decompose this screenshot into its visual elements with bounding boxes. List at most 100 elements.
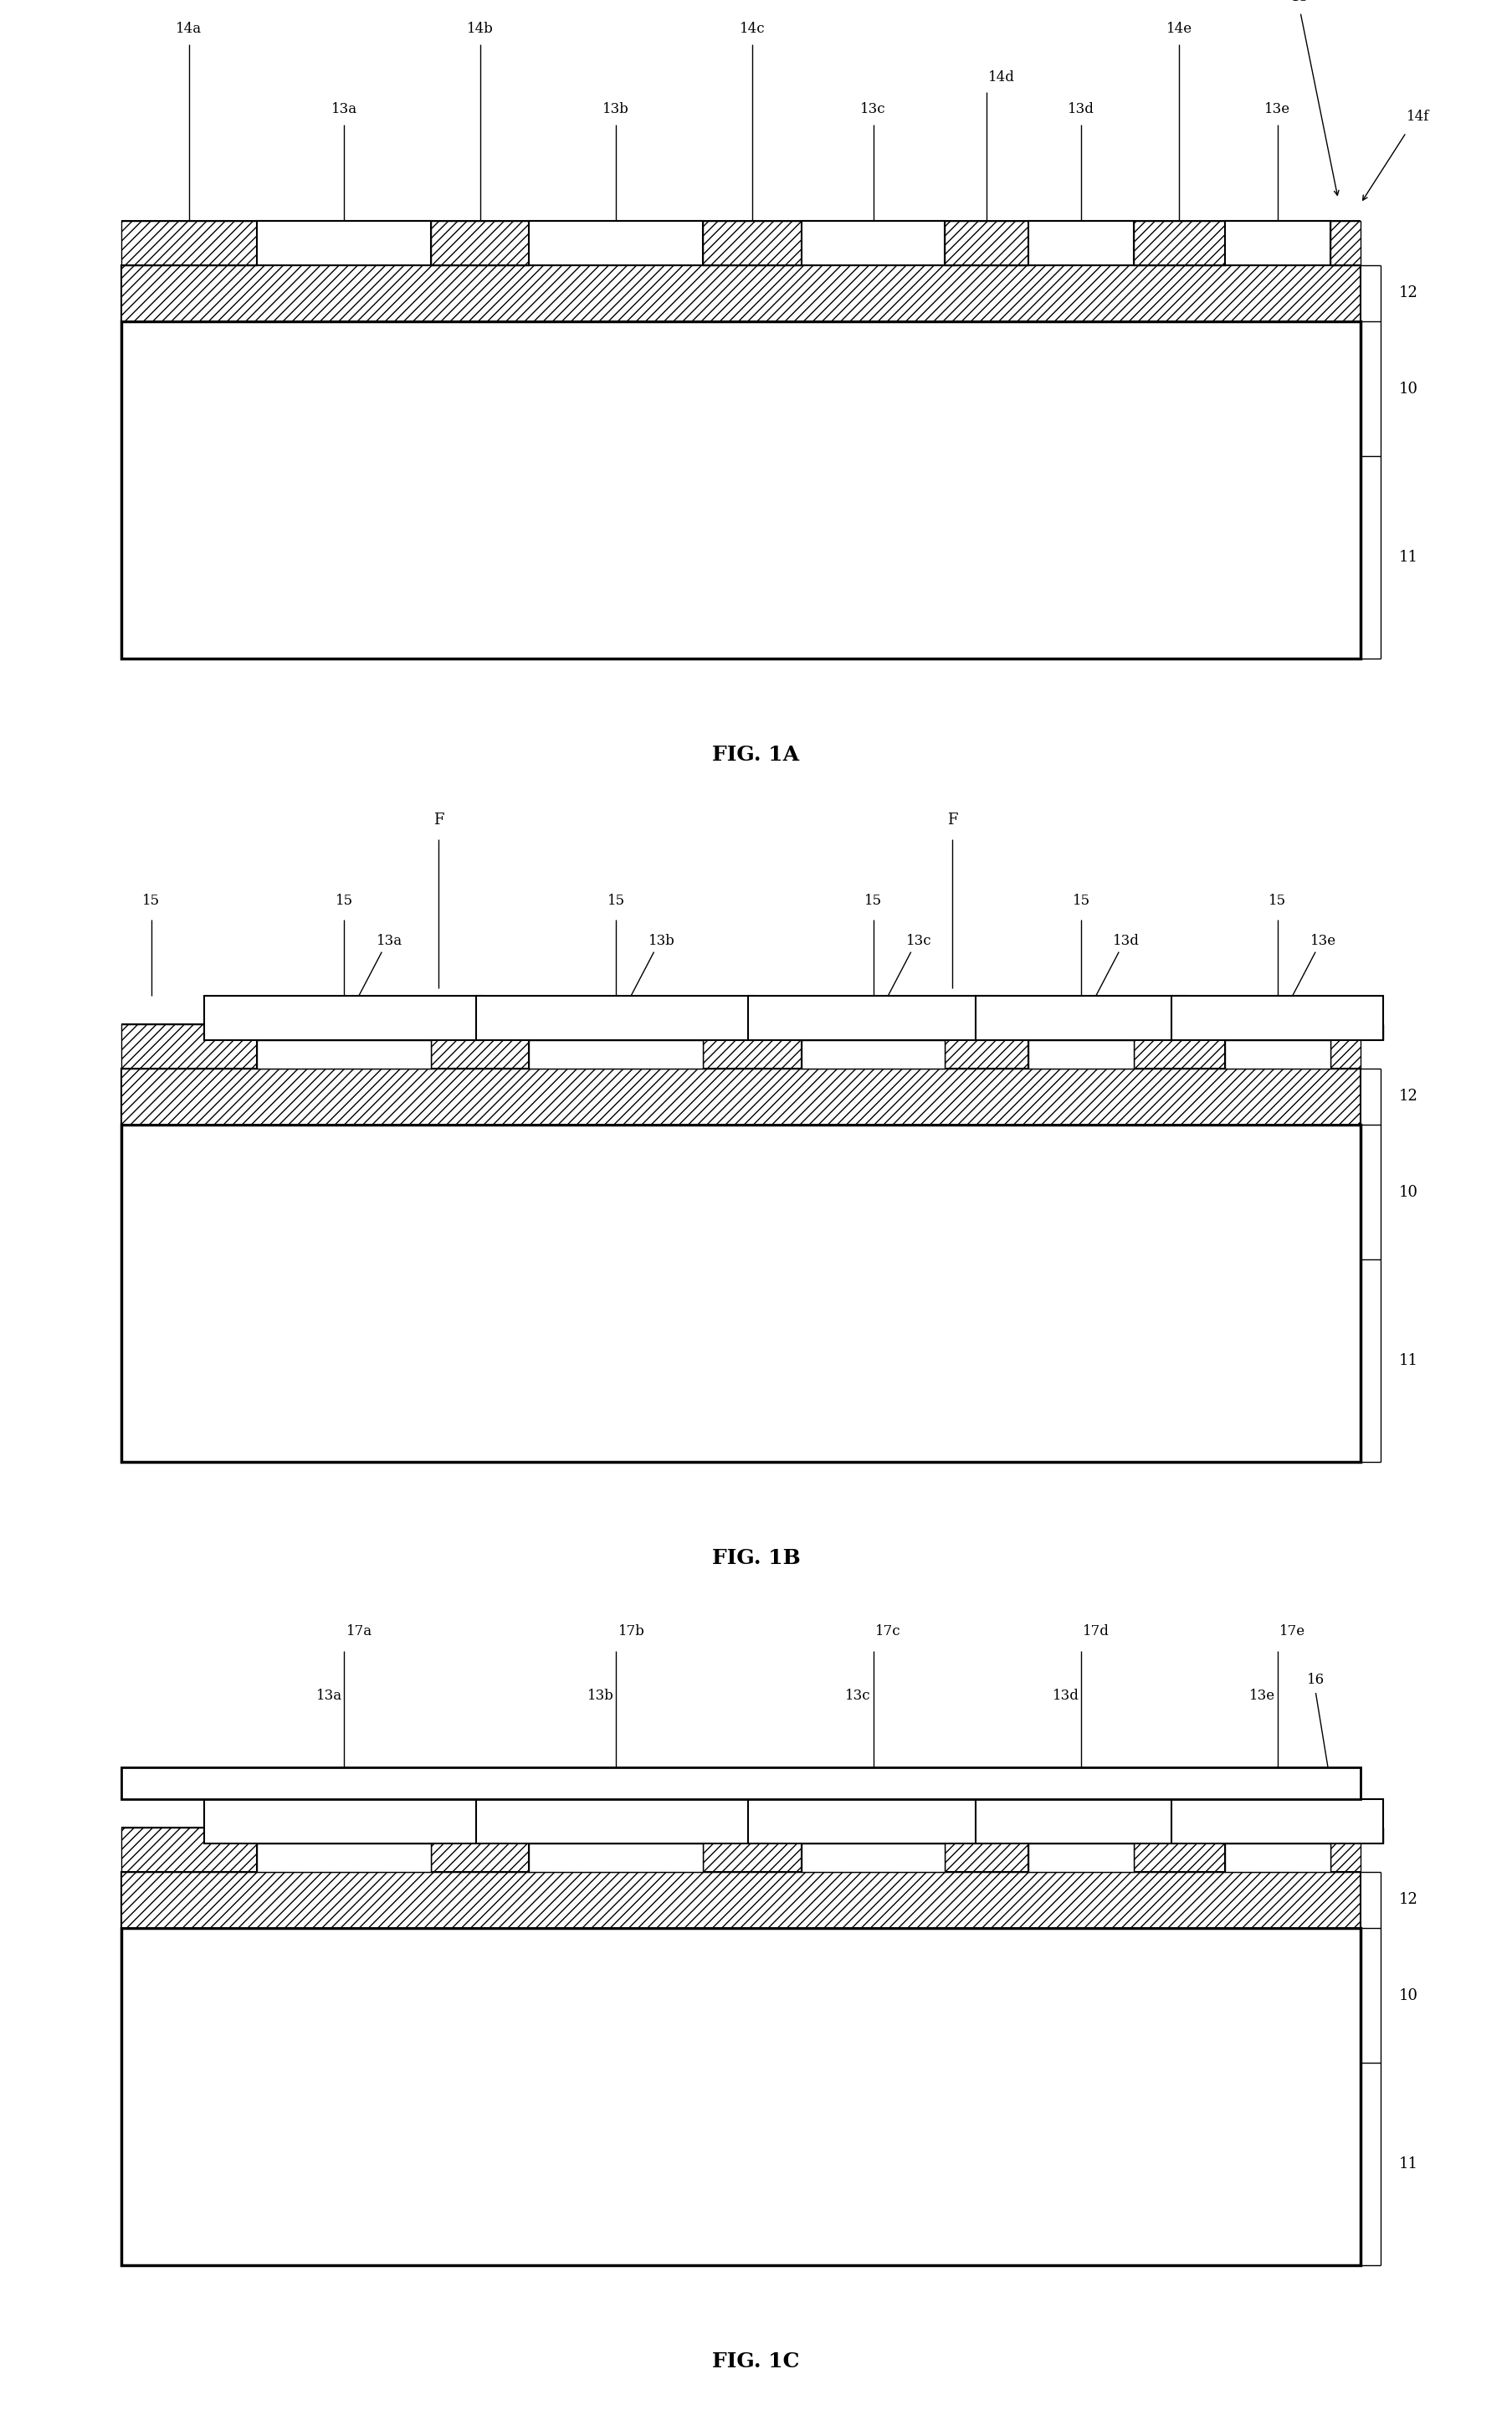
Text: 13d: 13d xyxy=(1113,933,1140,947)
Text: 13d: 13d xyxy=(1067,101,1095,116)
Text: 15: 15 xyxy=(865,894,881,909)
Bar xyxy=(1028,1844,1134,1873)
Bar xyxy=(1172,1800,1383,1844)
Text: 15: 15 xyxy=(336,894,352,909)
Text: 12: 12 xyxy=(1399,287,1418,301)
Bar xyxy=(945,222,1028,265)
Text: 13b: 13b xyxy=(603,101,629,116)
Text: 14e: 14e xyxy=(1166,22,1193,36)
Text: 17c: 17c xyxy=(875,1624,901,1639)
Bar xyxy=(703,222,801,265)
Text: 10: 10 xyxy=(1399,1186,1418,1200)
Bar xyxy=(121,265,1361,321)
Text: 17e: 17e xyxy=(1279,1624,1306,1639)
Text: F: F xyxy=(948,812,957,827)
Text: 10: 10 xyxy=(1399,381,1418,395)
Text: 13a: 13a xyxy=(376,933,402,947)
Bar xyxy=(1331,222,1361,265)
Bar xyxy=(1225,1844,1331,1873)
Bar xyxy=(1225,1024,1331,1068)
Bar xyxy=(121,1928,1361,2265)
Bar xyxy=(1028,222,1134,265)
Bar xyxy=(1331,1827,1361,1873)
Text: 14b: 14b xyxy=(467,22,493,36)
Bar xyxy=(121,1024,257,1068)
Bar xyxy=(801,1041,945,1068)
Bar xyxy=(529,222,703,265)
Text: 12: 12 xyxy=(1399,1089,1418,1104)
Text: F: F xyxy=(434,812,443,827)
Bar xyxy=(1134,1024,1225,1068)
Text: 12: 12 xyxy=(1399,1892,1418,1906)
Text: 13e: 13e xyxy=(1309,933,1337,947)
Bar xyxy=(1134,1827,1225,1873)
Bar xyxy=(703,1827,801,1873)
Bar xyxy=(204,995,484,1041)
Bar xyxy=(1028,1041,1134,1068)
Text: 13a: 13a xyxy=(316,1689,342,1704)
Text: 11: 11 xyxy=(1399,2157,1418,2171)
Bar xyxy=(431,1827,529,1873)
Text: 15: 15 xyxy=(1072,894,1090,909)
Bar xyxy=(703,1024,801,1068)
Text: 11: 11 xyxy=(1399,549,1418,564)
Bar xyxy=(257,222,431,265)
Text: 11: 11 xyxy=(1399,1354,1418,1369)
Bar xyxy=(431,222,529,265)
Text: 15: 15 xyxy=(142,894,160,909)
Text: 15: 15 xyxy=(1269,894,1287,909)
Bar xyxy=(121,1827,257,1873)
Text: 13b: 13b xyxy=(588,1689,614,1704)
Bar xyxy=(1225,1827,1331,1873)
Bar xyxy=(975,995,1187,1041)
Bar xyxy=(431,1024,529,1068)
Bar xyxy=(801,222,945,265)
Bar xyxy=(945,1024,1028,1068)
Bar xyxy=(476,995,756,1041)
Text: FIG. 1C: FIG. 1C xyxy=(712,2352,800,2371)
Bar xyxy=(801,1827,945,1873)
Bar xyxy=(1225,222,1331,265)
Text: 17d: 17d xyxy=(1083,1624,1110,1639)
Bar xyxy=(801,1024,945,1068)
Bar xyxy=(121,321,1361,658)
Bar xyxy=(975,1800,1187,1844)
Text: 13c: 13c xyxy=(906,933,931,947)
Bar xyxy=(529,1844,703,1873)
Bar xyxy=(257,1827,431,1873)
Text: 13d: 13d xyxy=(1052,1689,1080,1704)
Bar xyxy=(476,1800,756,1844)
Bar xyxy=(121,1873,1361,1928)
Bar xyxy=(945,1827,1028,1873)
Text: 13b: 13b xyxy=(649,933,674,947)
Bar xyxy=(121,1125,1361,1463)
Bar xyxy=(529,1041,703,1068)
Text: 17a: 17a xyxy=(346,1624,372,1639)
Text: FIG. 1A: FIG. 1A xyxy=(712,745,800,766)
Bar xyxy=(748,995,998,1041)
Text: 13c: 13c xyxy=(845,1689,871,1704)
Bar xyxy=(1225,1041,1331,1068)
Bar xyxy=(529,1827,703,1873)
Bar xyxy=(204,1800,484,1844)
Text: 17b: 17b xyxy=(618,1624,644,1639)
Bar xyxy=(1134,222,1225,265)
Text: 13c: 13c xyxy=(860,101,886,116)
Text: 16: 16 xyxy=(1306,1673,1325,1687)
Bar xyxy=(801,1844,945,1873)
Text: FIG. 1B: FIG. 1B xyxy=(712,1550,800,1569)
Text: 13e: 13e xyxy=(1249,1689,1276,1704)
Text: 14d: 14d xyxy=(989,70,1015,84)
Bar xyxy=(1028,1024,1134,1068)
Bar xyxy=(1331,1024,1361,1068)
Bar xyxy=(529,1024,703,1068)
Bar xyxy=(257,1024,431,1068)
Bar xyxy=(1172,995,1383,1041)
Text: 14c: 14c xyxy=(739,22,765,36)
Text: 15: 15 xyxy=(608,894,624,909)
Text: 10: 10 xyxy=(1399,1988,1418,2003)
Bar xyxy=(1028,1827,1134,1873)
Bar xyxy=(121,1767,1361,1800)
Bar xyxy=(257,1041,431,1068)
Bar xyxy=(257,1844,431,1873)
